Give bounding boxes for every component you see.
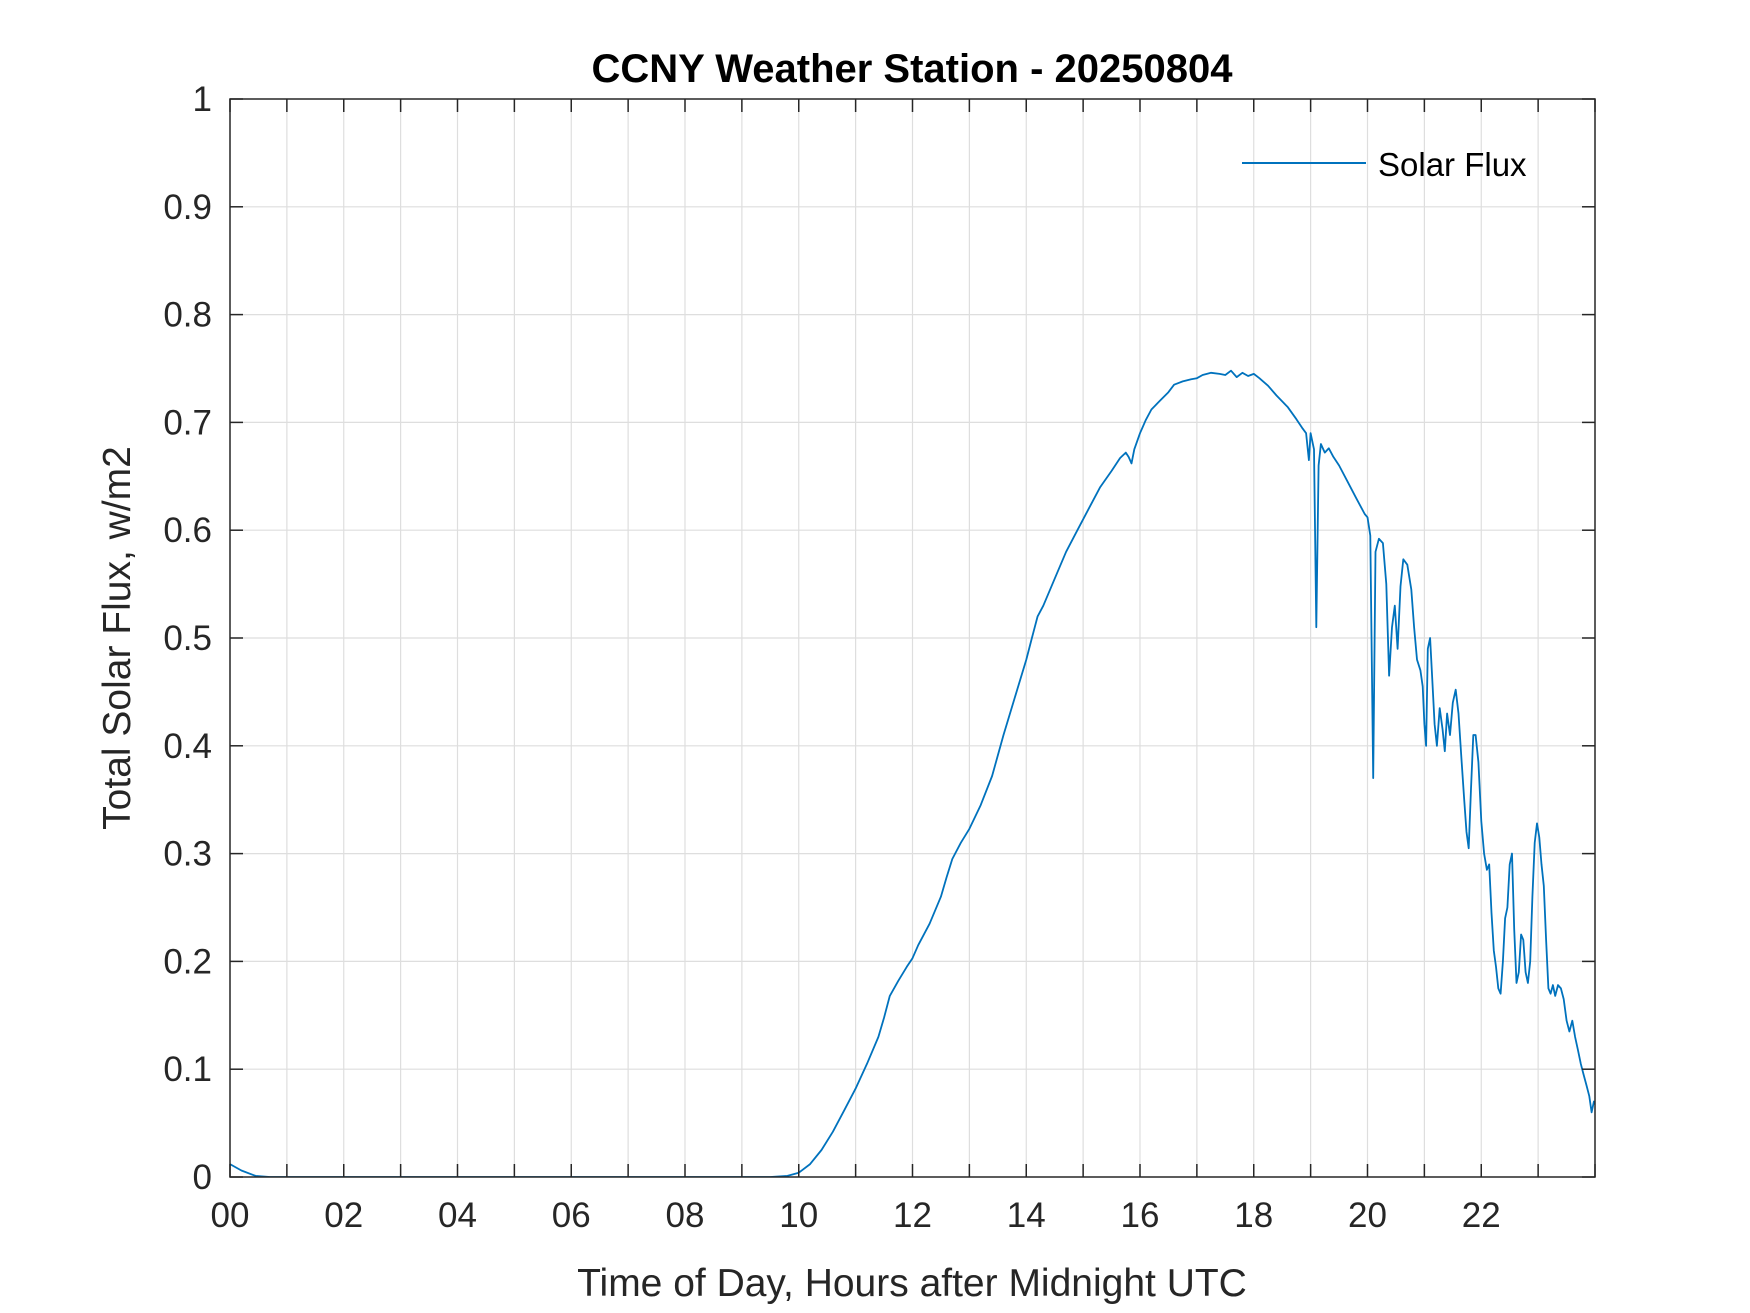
series-layer bbox=[230, 369, 1595, 1177]
series-line-solar-flux bbox=[230, 369, 1595, 1177]
y-tick-label: 0 bbox=[193, 1158, 212, 1197]
y-tick-label: 0.4 bbox=[163, 727, 212, 766]
x-tick-label: 14 bbox=[1007, 1196, 1046, 1235]
y-tick-label: 0.9 bbox=[163, 188, 212, 227]
legend: Solar Flux bbox=[1242, 146, 1527, 183]
y-tick-label: 0.5 bbox=[163, 619, 212, 658]
tick-labels: 00 02 04 06 08 10 12 14 16 18 20 22 0 0.1 0.2 0.3 0.4 0.5… bbox=[163, 80, 1500, 1235]
y-tick-label: 0.8 bbox=[163, 296, 212, 335]
x-tick-label: 06 bbox=[552, 1196, 591, 1235]
y-tick-label: 0.3 bbox=[163, 835, 212, 874]
x-axis-label: Time of Day, Hours after Midnight UTC bbox=[577, 1262, 1247, 1305]
x-tick-label: 08 bbox=[666, 1196, 705, 1235]
x-tick-label: 02 bbox=[324, 1196, 363, 1235]
chart-title: CCNY Weather Station - 20250804 bbox=[592, 47, 1234, 91]
x-tick-label: 04 bbox=[438, 1196, 477, 1235]
x-tick-label: 10 bbox=[779, 1196, 818, 1235]
axis-ticks bbox=[229, 98, 1596, 1178]
y-tick-label: 1 bbox=[193, 80, 212, 119]
x-tick-label: 00 bbox=[211, 1196, 250, 1235]
x-tick-label: 18 bbox=[1234, 1196, 1273, 1235]
legend-label-solar-flux: Solar Flux bbox=[1378, 146, 1527, 183]
y-tick-label: 0.1 bbox=[163, 1050, 212, 1089]
y-tick-label: 0.7 bbox=[163, 403, 212, 442]
y-tick-label: 0.2 bbox=[163, 942, 212, 981]
grid-lines bbox=[230, 99, 1595, 1177]
x-tick-label: 12 bbox=[893, 1196, 932, 1235]
x-tick-label: 22 bbox=[1462, 1196, 1501, 1235]
y-axis-label: Total Solar Flux, w/m2 bbox=[96, 446, 139, 830]
y-tick-label: 0.6 bbox=[163, 511, 212, 550]
x-tick-label: 20 bbox=[1348, 1196, 1387, 1235]
x-tick-label: 16 bbox=[1121, 1196, 1160, 1235]
